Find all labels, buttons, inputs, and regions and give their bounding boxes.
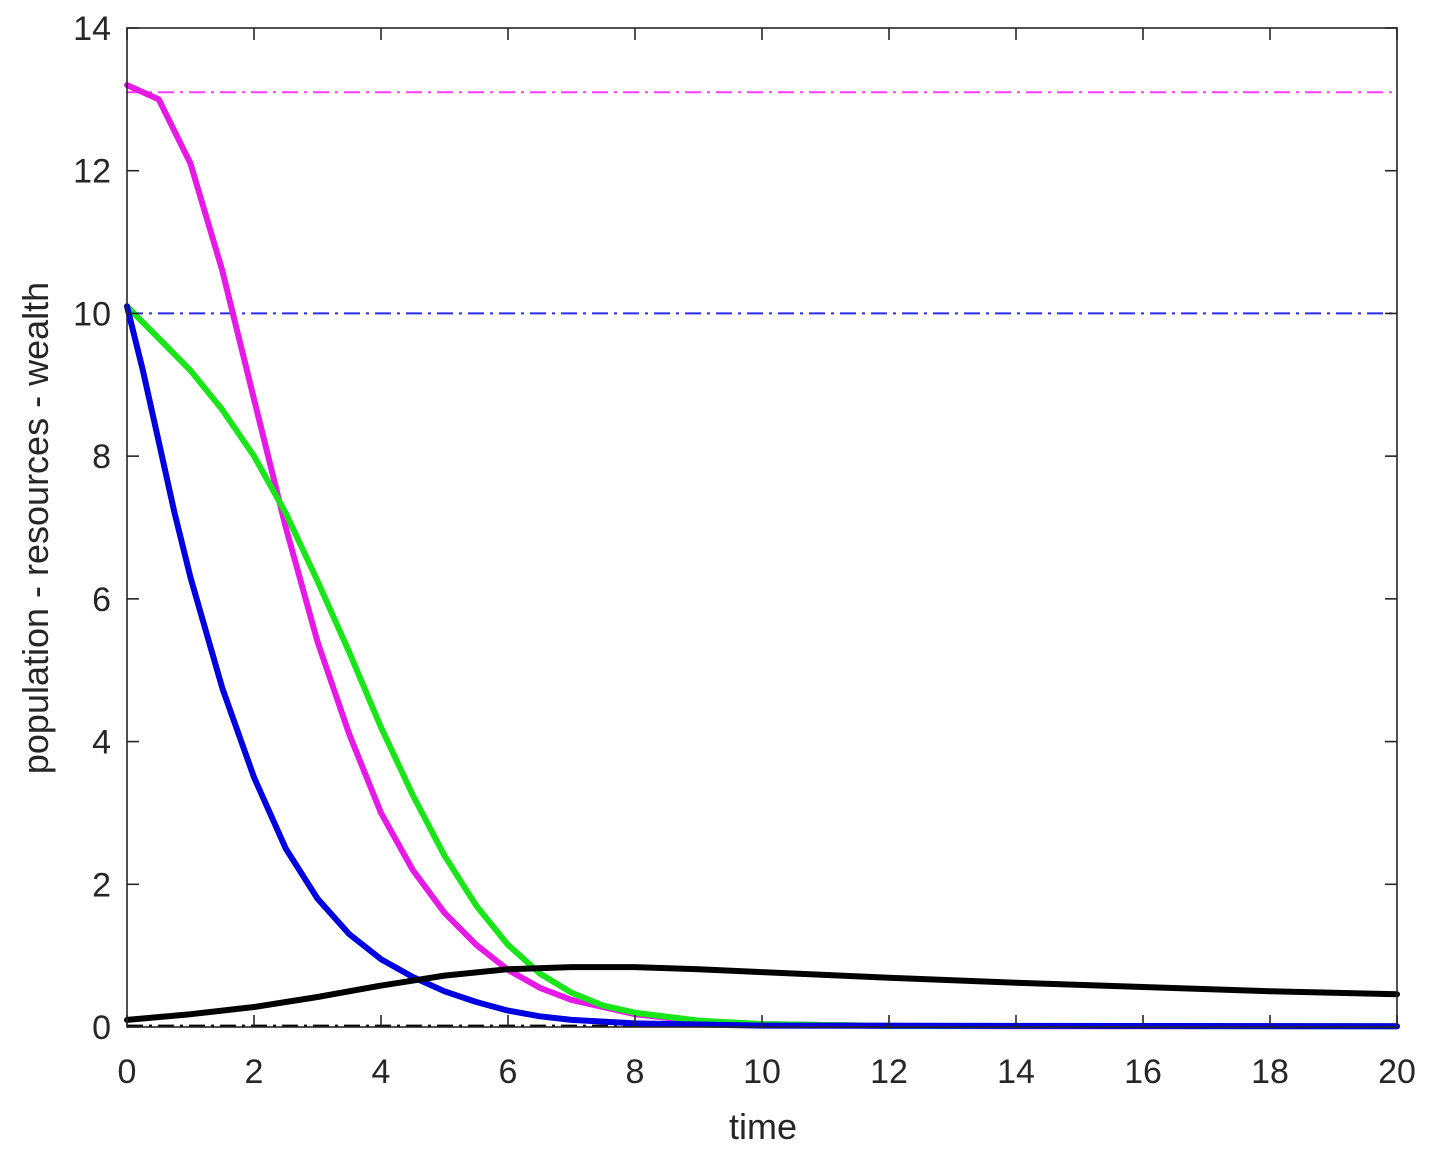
x-tick-label: 4 [372, 1053, 391, 1091]
plot-frame [126, 27, 1398, 1028]
x-tick-label: 16 [1124, 1053, 1162, 1091]
x-tick-label: 6 [499, 1053, 518, 1091]
series-line-4 [124, 964, 1400, 1023]
y-tick-label: 4 [92, 724, 111, 762]
x-tick-label: 2 [245, 1053, 264, 1091]
x-tick-label: 0 [118, 1053, 137, 1091]
y-tick-label: 6 [92, 581, 111, 619]
y-tick-label: 0 [92, 1009, 111, 1047]
y-tick-label: 2 [92, 866, 111, 904]
series-line-3 [124, 303, 1400, 1030]
x-tick-label: 10 [743, 1053, 781, 1091]
x-axis-label: time [729, 1106, 797, 1147]
y-tick-label: 12 [73, 153, 111, 191]
x-tick-label: 8 [626, 1053, 645, 1091]
plot-area [124, 82, 1400, 1030]
x-tick-label: 20 [1378, 1053, 1416, 1091]
y-axis-label: population - resources - wealth [15, 282, 56, 774]
y-tick-label: 14 [73, 10, 111, 48]
y-tick-label: 8 [92, 438, 111, 476]
x-tick-label: 12 [870, 1053, 908, 1091]
axis-ticks [126, 27, 1398, 1028]
x-tick-label: 18 [1251, 1053, 1289, 1091]
y-tick-label: 10 [73, 295, 111, 333]
x-tick-label: 14 [997, 1053, 1035, 1091]
series-line-2 [124, 303, 1400, 1030]
tick-labels: 0 2 4 6 8 10 12 14 16 18 20 0 2 4 6 8 10 12 14 [73, 10, 1416, 1091]
